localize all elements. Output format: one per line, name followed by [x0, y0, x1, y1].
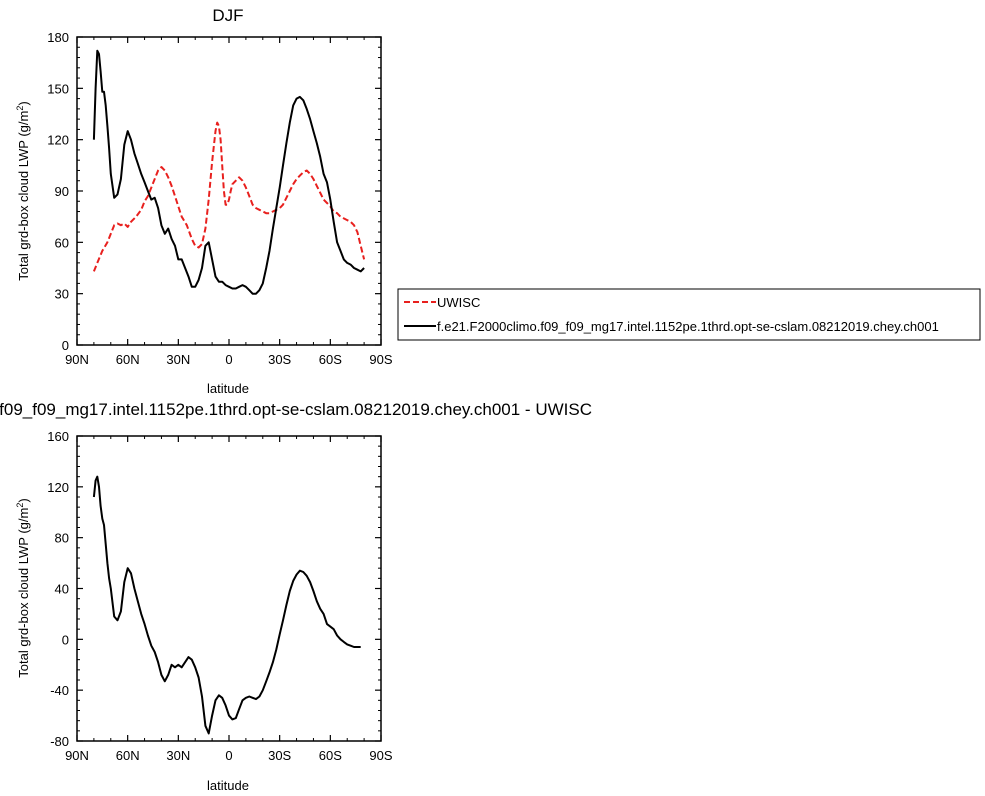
top-xtick-label: 30S [268, 352, 291, 367]
bottom-xtick-label: 90S [369, 748, 392, 763]
bottom-chart-ylabel-text: Total grd-box cloud LWP (g/m [16, 508, 31, 678]
bottom-xtick-label: 30N [166, 748, 190, 763]
legend-model-label: f.e21.F2000climo.f09_f09_mg17.intel.1152… [437, 319, 939, 334]
top-ytick-label: 60 [55, 235, 69, 250]
bottom-ytick-label: 80 [55, 531, 69, 546]
top-plot-frame [76, 36, 382, 346]
bottom-xtick-label: 30S [268, 748, 291, 763]
bottom-chart-ylabel: Total grd-box cloud LWP (g/m2) [15, 498, 31, 677]
bottom-series-line-0 [92, 475, 361, 735]
top-ytick-label: 150 [47, 81, 69, 96]
top-chart-ylabel-sup: 2 [15, 106, 25, 111]
top-chart-xlabel: latitude [207, 381, 249, 396]
top-xtick-label: 60N [116, 352, 140, 367]
bottom-ytick-label: -80 [50, 734, 69, 749]
top-xtick-label: 30N [166, 352, 190, 367]
top-ytick-label: 120 [47, 133, 69, 148]
bottom-chart-xlabel: latitude [207, 778, 249, 793]
top-xtick-label: 90N [65, 352, 89, 367]
bottom-chart-ylabel-close: ) [16, 498, 31, 502]
bottom-ytick-label: 160 [47, 429, 69, 444]
bottom-ytick-label: 0 [62, 632, 69, 647]
legend: UWISC f.e21.F2000climo.f09_f09_mg17.inte… [397, 288, 981, 341]
top-ytick-label: 180 [47, 30, 69, 45]
top-ytick-label: 30 [55, 287, 69, 302]
bottom-chart-title: f.e21.F2000climo.f09_f09_mg17.intel.1152… [0, 400, 592, 419]
top-ytick-label: 90 [55, 184, 69, 199]
top-chart-ylabel: Total grd-box cloud LWP (g/m2) [15, 101, 31, 280]
top-series-line-1 [92, 49, 365, 295]
bottom-xtick-label: 60N [116, 748, 140, 763]
bottom-ytick-label: -40 [50, 683, 69, 698]
top-xtick-label: 90S [369, 352, 392, 367]
plot-layer: 90N 60N 30N 0 30S 60S 90S 0 30 60 90 120 150 180 90N 60… [47, 30, 393, 763]
bottom-chart-ylabel-sup: 2 [15, 503, 25, 508]
top-series-line-0 [92, 121, 366, 272]
bottom-ytick-label: 120 [47, 480, 69, 495]
bottom-xtick-label: 90N [65, 748, 89, 763]
legend-uwisc-label: UWISC [437, 295, 480, 310]
top-xtick-label: 60S [319, 352, 342, 367]
legend-box [397, 288, 981, 341]
top-chart-ylabel-close: ) [16, 101, 31, 105]
bottom-ytick-label: 40 [55, 582, 69, 597]
top-xtick-label: 0 [225, 352, 232, 367]
top-chart-title: DJF [212, 6, 243, 25]
bottom-xtick-label: 60S [319, 748, 342, 763]
top-ytick-label: 0 [62, 338, 69, 353]
top-chart-ylabel-text: Total grd-box cloud LWP (g/m [16, 111, 31, 281]
bottom-xtick-label: 0 [225, 748, 232, 763]
